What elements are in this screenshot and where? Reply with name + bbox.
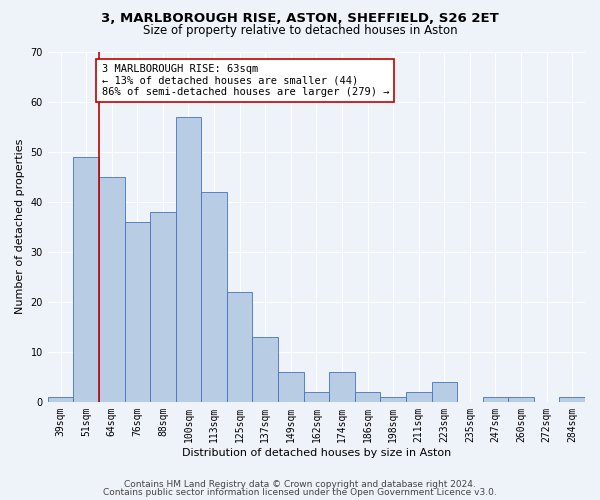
Bar (201, 192, 227, 402)
X-axis label: Distribution of detached houses by size in Aston: Distribution of detached houses by size … (182, 448, 451, 458)
Bar (559, 397, 585, 402)
Bar (176, 116, 201, 402)
Text: 3 MARLBOROUGH RISE: 63sqm
← 13% of detached houses are smaller (44)
86% of semi-: 3 MARLBOROUGH RISE: 63sqm ← 13% of detac… (101, 64, 389, 97)
Text: Contains public sector information licensed under the Open Government Licence v3: Contains public sector information licen… (103, 488, 497, 497)
Y-axis label: Number of detached properties: Number of detached properties (15, 139, 25, 314)
Bar (304, 392, 329, 402)
Bar (125, 222, 150, 402)
Bar (150, 212, 176, 402)
Text: Contains HM Land Registry data © Crown copyright and database right 2024.: Contains HM Land Registry data © Crown c… (124, 480, 476, 489)
Bar (329, 372, 355, 402)
Bar (355, 392, 380, 402)
Bar (48, 397, 73, 402)
Bar (278, 372, 304, 402)
Bar (99, 176, 125, 402)
Bar (482, 397, 508, 402)
Bar (227, 292, 253, 402)
Bar (508, 397, 534, 402)
Bar (73, 156, 99, 402)
Bar (380, 397, 406, 402)
Text: 3, MARLBOROUGH RISE, ASTON, SHEFFIELD, S26 2ET: 3, MARLBOROUGH RISE, ASTON, SHEFFIELD, S… (101, 12, 499, 26)
Text: Size of property relative to detached houses in Aston: Size of property relative to detached ho… (143, 24, 457, 37)
Bar (253, 337, 278, 402)
Bar (406, 392, 431, 402)
Bar (431, 382, 457, 402)
